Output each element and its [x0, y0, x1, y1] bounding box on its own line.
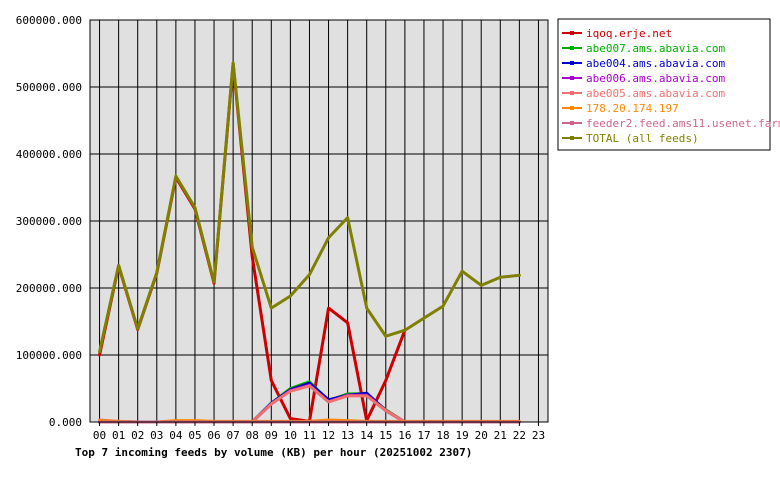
- legend-marker: [570, 31, 574, 35]
- x-tick-label: 08: [246, 429, 259, 442]
- plot-border: [89, 19, 549, 423]
- legend-label: TOTAL (all feeds): [586, 132, 699, 145]
- x-tick-label: 19: [456, 429, 469, 442]
- x-tick-label: 17: [417, 429, 430, 442]
- x-tick-label: 21: [494, 429, 507, 442]
- legend-label: 178.20.174.197: [586, 102, 679, 115]
- chart-title: Top 7 incoming feeds by volume (KB) per …: [75, 446, 472, 459]
- y-axis-ticks: 0.000 100000.000 200000.000 300000.000 40000…: [16, 14, 82, 429]
- y-tick-label: 400000.000: [16, 148, 82, 161]
- x-tick-label: 05: [188, 429, 201, 442]
- legend-box: [557, 18, 771, 151]
- legend-marker: [570, 106, 574, 110]
- x-axis-ticks: 00 01 02 03 04 05 06 07 08 09 10 11 12 13 14 15 16 17 18 19…: [93, 422, 545, 442]
- legend-marker: [570, 136, 574, 140]
- x-tick-label: 02: [131, 429, 144, 442]
- x-tick-label: 12: [322, 429, 335, 442]
- x-tick-label: 00: [93, 429, 106, 442]
- x-tick-label: 16: [398, 429, 411, 442]
- x-tick-label: 13: [341, 429, 354, 442]
- y-tick-label: 300000.000: [16, 215, 82, 228]
- y-tick-label: 500000.000: [16, 81, 82, 94]
- x-tick-label: 10: [284, 429, 297, 442]
- legend-label: abe004.ams.abavia.com: [586, 57, 725, 70]
- x-tick-label: 09: [265, 429, 278, 442]
- legend-marker: [570, 76, 574, 80]
- legend-label: abe006.ams.abavia.com: [586, 72, 725, 85]
- x-tick-label: 07: [227, 429, 240, 442]
- legend-label: abe007.ams.abavia.com: [586, 42, 725, 55]
- x-tick-label: 03: [150, 429, 163, 442]
- y-tick-label: 200000.000: [16, 282, 82, 295]
- legend-marker: [570, 61, 574, 65]
- legend-marker: [570, 91, 574, 95]
- x-tick-label: 15: [379, 429, 392, 442]
- legend-marker: [570, 46, 574, 50]
- legend-label: abe005.ams.abavia.com: [586, 87, 725, 100]
- x-tick-label: 20: [475, 429, 488, 442]
- y-tick-label: 0.000: [49, 416, 82, 429]
- chart-legend: iqoq.erje.net abe007.ams.abavia.com abe004…: [557, 18, 780, 151]
- x-tick-label: 14: [360, 429, 374, 442]
- y-tick-label: 600000.000: [16, 14, 82, 27]
- x-tick-label: 01: [112, 429, 125, 442]
- series-line-8: [98, 61, 521, 354]
- legend-marker: [570, 121, 574, 125]
- legend-label: iqoq.erje.net: [586, 27, 672, 40]
- y-tick-label: 100000.000: [16, 349, 82, 362]
- x-tick-label: 18: [436, 429, 449, 442]
- legend-label: feeder2.feed.ams11.usenet.farm: [586, 117, 780, 130]
- x-tick-label: 23: [532, 429, 545, 442]
- x-tick-label: 11: [303, 429, 316, 442]
- x-tick-label: 04: [169, 429, 183, 442]
- x-tick-label: 06: [207, 429, 220, 442]
- x-tick-label: 22: [513, 429, 526, 442]
